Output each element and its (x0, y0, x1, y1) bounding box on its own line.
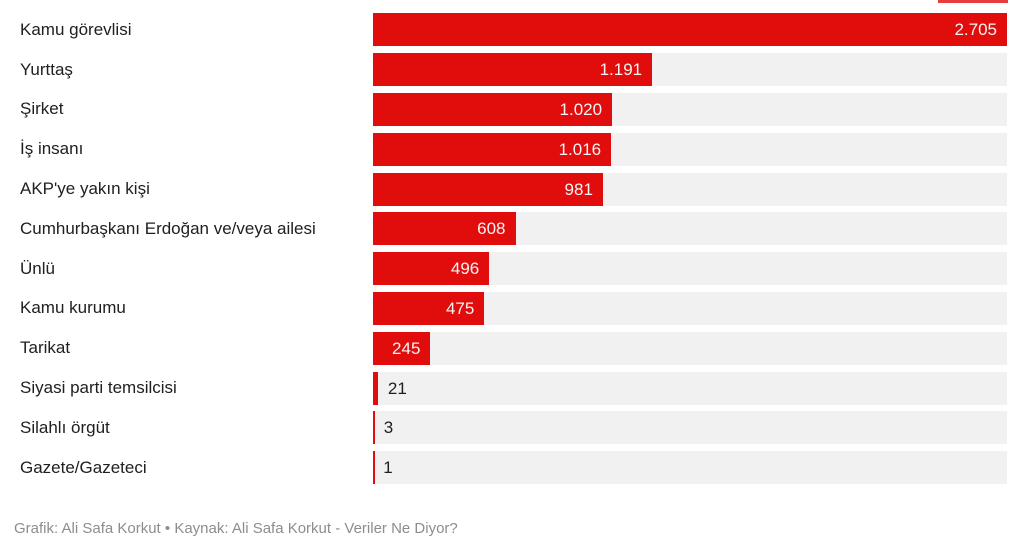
category-label: Ünlü (20, 258, 55, 278)
bar-track: 1.016 (373, 132, 1007, 166)
bar-value: 475 (445, 298, 475, 318)
chart-row: Tarikat 245 (0, 328, 1007, 368)
chart-row: Yurttaş 1.191 (0, 50, 1007, 90)
category-label: Silahlı örgüt (20, 417, 110, 437)
bar-value: 2.705 (954, 20, 997, 40)
bar-track: 3 (373, 411, 1007, 445)
chart-row: Şirket 1.020 (0, 90, 1007, 130)
bar-fill: 608 (373, 212, 516, 246)
category-label: Siyasi parti temsilcisi (20, 378, 177, 398)
chart-row: Kamu kurumu 475 (0, 289, 1007, 329)
category-label: Kamu kurumu (20, 298, 126, 318)
bar-value: 608 (477, 219, 506, 239)
cropped-bar-sliver (938, 0, 1008, 3)
category-label: İş insanı (20, 139, 84, 159)
chart-row: Kamu görevlisi 2.705 (0, 10, 1007, 50)
chart-row: Cumhurbaşkanı Erdoğan ve/veya ailesi 608 (0, 209, 1007, 249)
bar-track: 981 (373, 172, 1007, 206)
bar-fill: 496 (373, 252, 490, 286)
chart-row: Gazete/Gazeteci 1 (0, 448, 1007, 488)
bar-value: 1.016 (558, 139, 602, 159)
bar-value: 1 (383, 458, 393, 478)
bar-track: 608 (373, 212, 1007, 246)
bar-fill (373, 451, 375, 485)
bar-value: 3 (383, 418, 394, 438)
bar-track: 21 (373, 371, 1007, 405)
category-label: Şirket (20, 99, 64, 119)
bar-fill: 981 (373, 172, 603, 206)
bar-fill: 475 (373, 291, 485, 325)
chart-row: Silahlı örgüt 3 (0, 408, 1007, 448)
category-label: Kamu görevlisi (20, 19, 132, 39)
chart-row: Siyasi parti temsilcisi 21 (0, 368, 1007, 408)
bar-fill: 245 (373, 331, 431, 365)
bar-fill: 1.191 (373, 53, 653, 87)
category-label: Cumhurbaşkanı Erdoğan ve/veya ailesi (20, 218, 316, 238)
bar-track: 2.705 (373, 13, 1007, 47)
bar-track: 496 (373, 252, 1007, 286)
chart-row: Ünlü 496 (0, 249, 1007, 289)
bar-track: 475 (373, 291, 1007, 325)
category-label: Gazete/Gazeteci (20, 457, 147, 477)
bar-fill (373, 371, 378, 405)
bar-track: 1.020 (373, 92, 1007, 126)
bar-track: 245 (373, 331, 1007, 365)
category-label: AKP'ye yakın kişi (20, 179, 150, 199)
category-label: Tarikat (20, 338, 71, 358)
category-label: Yurttaş (20, 59, 73, 79)
bar-track: 1.191 (373, 53, 1007, 87)
bar-fill: 2.705 (373, 13, 1007, 47)
bar-value: 21 (387, 378, 407, 398)
chart-row: AKP'ye yakın kişi 981 (0, 169, 1007, 209)
bar-chart: Kamu görevlisi 2.705 Yurttaş 1.191 Şirke… (0, 10, 1007, 488)
bar-value: 1.020 (559, 99, 603, 119)
chart-row: İş insanı 1.016 (0, 129, 1007, 169)
bar-track: 1 (373, 451, 1007, 485)
bar-fill: 1.020 (373, 92, 613, 126)
bar-value: 496 (450, 259, 480, 279)
bar-fill: 1.016 (373, 132, 612, 166)
bar-value: 981 (564, 179, 593, 199)
chart-credit: Grafik: Ali Safa Korkut • Kaynak: Ali Sa… (14, 520, 458, 537)
bar-value: 245 (392, 338, 421, 358)
bar-value: 1.191 (599, 60, 643, 80)
bar-fill (373, 411, 375, 445)
